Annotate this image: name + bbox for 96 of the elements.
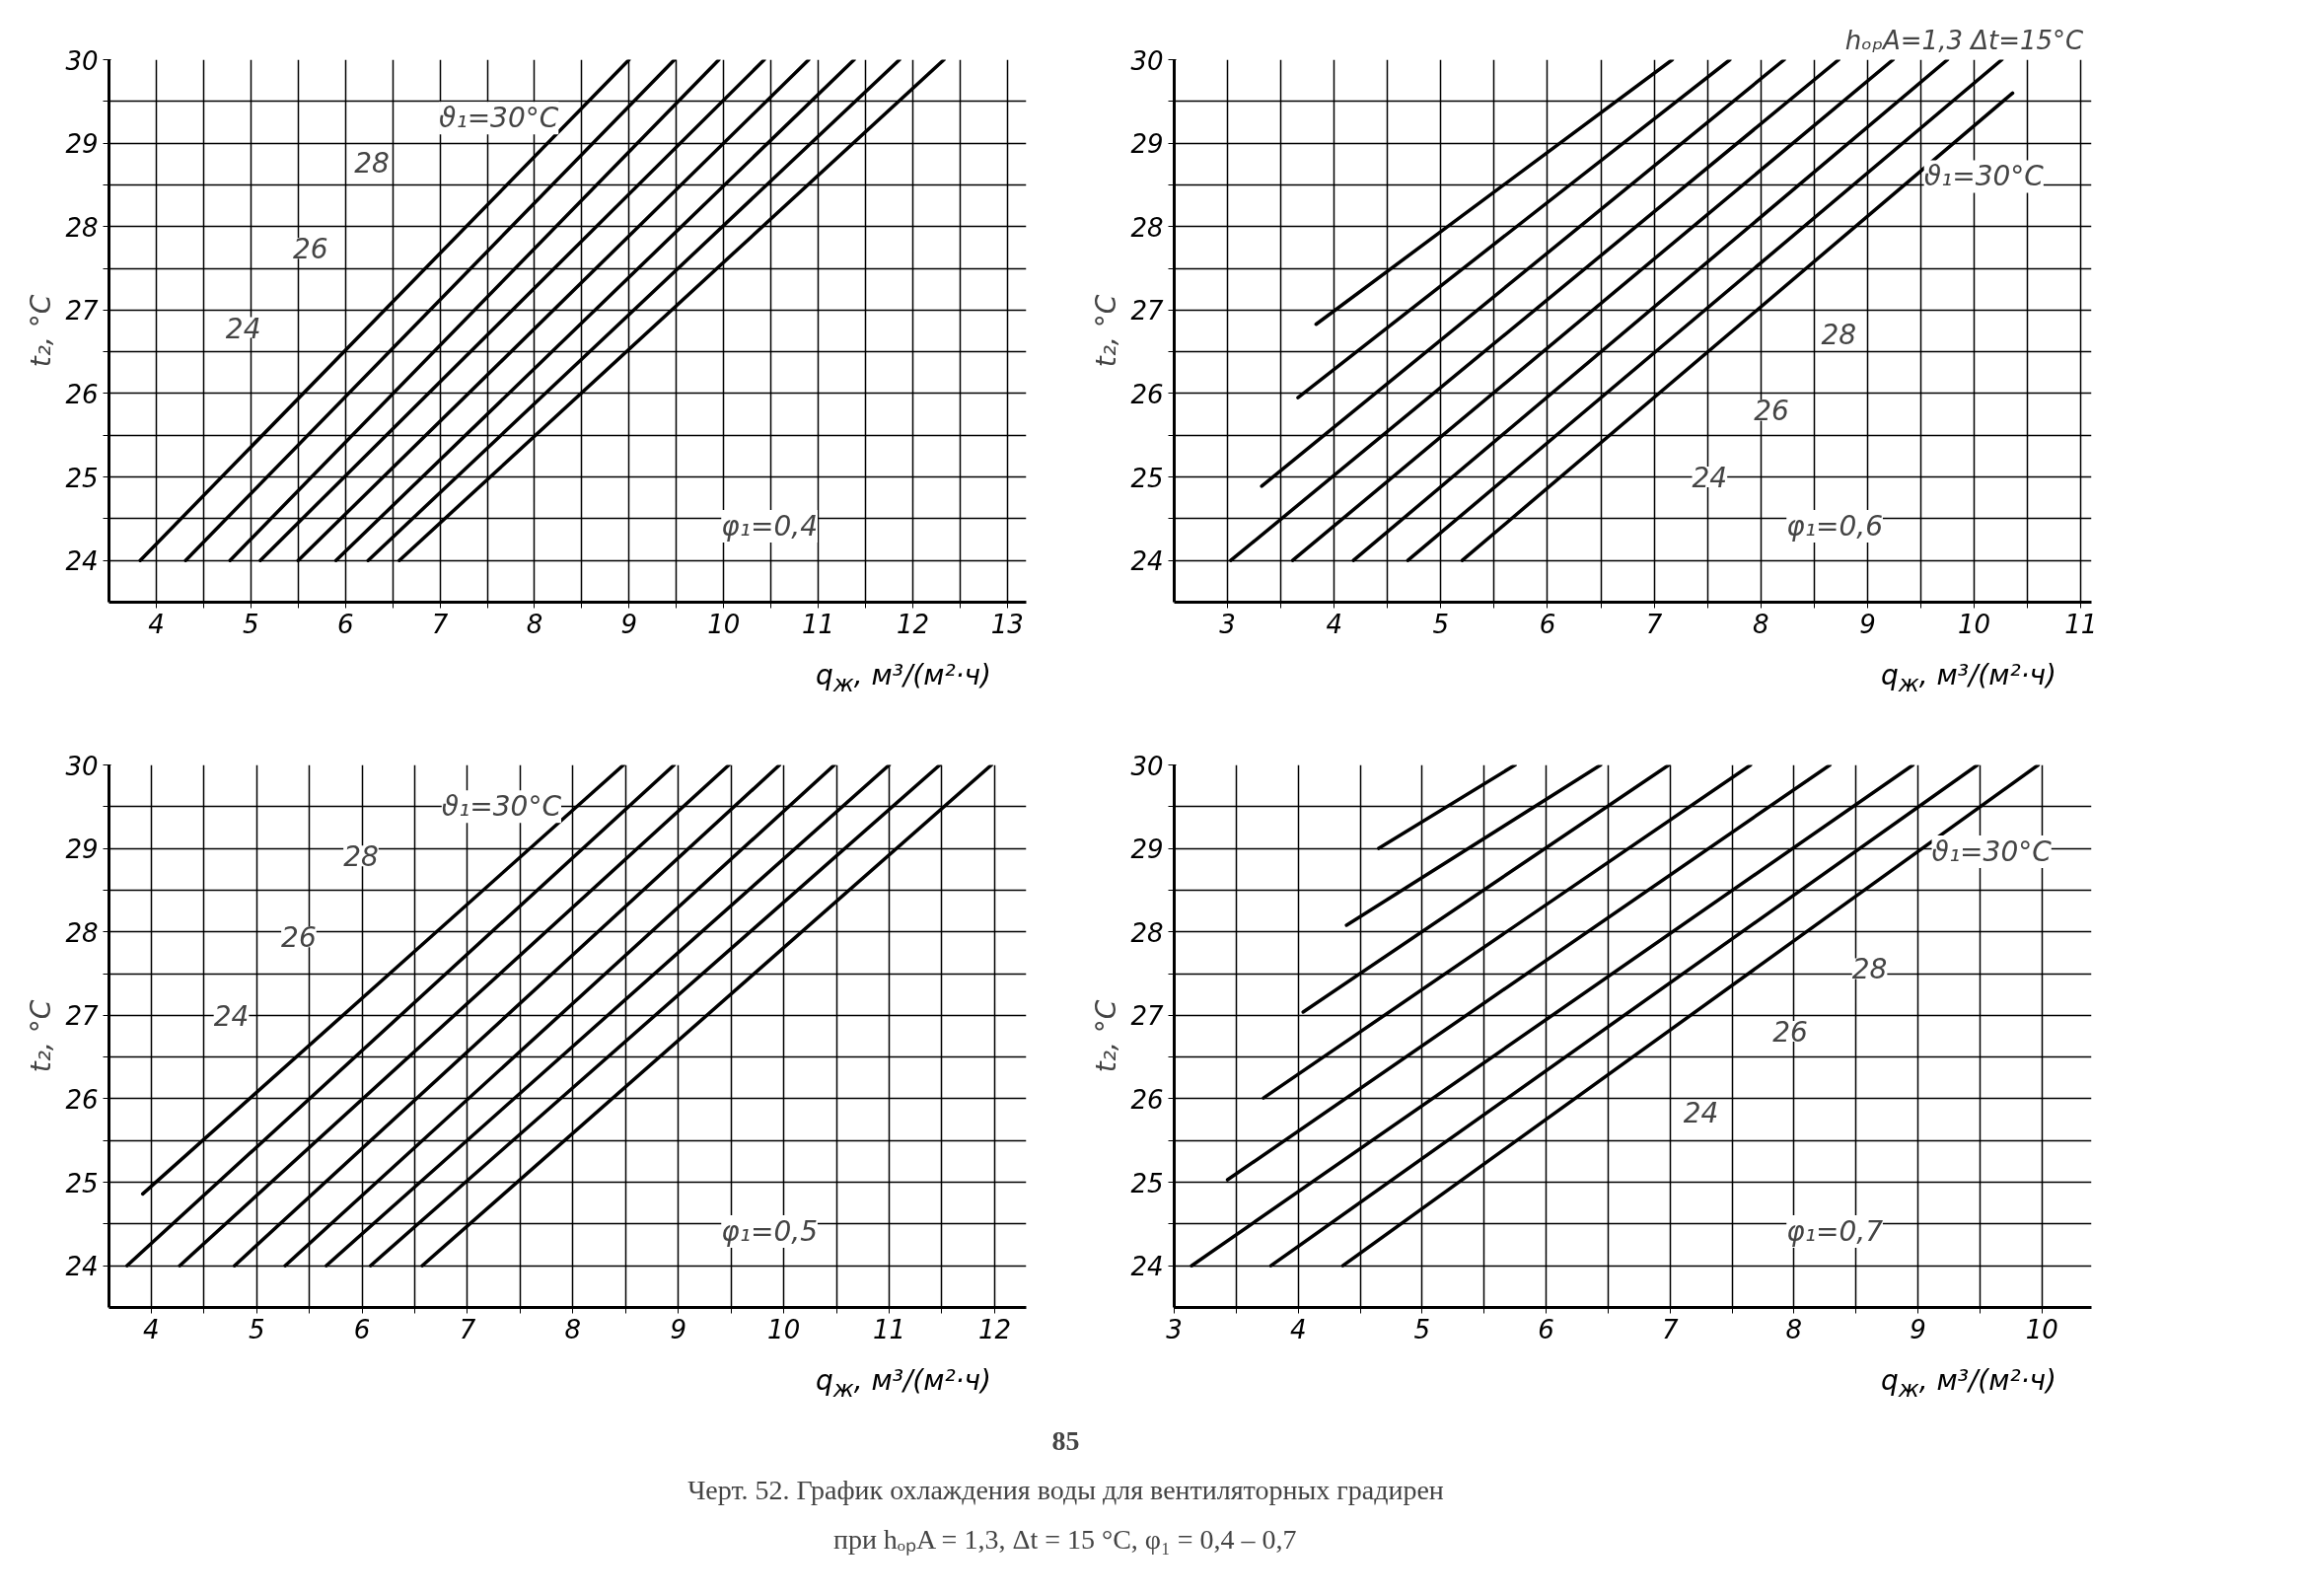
y-tick-label: 24 bbox=[65, 546, 99, 577]
x-tick-label: 13 bbox=[990, 609, 1024, 639]
y-tick-label: 28 bbox=[1130, 917, 1164, 948]
annotation: 26 bbox=[1754, 395, 1789, 428]
y-tick-label: 25 bbox=[1130, 463, 1164, 493]
x-tick-label: 3 bbox=[1166, 1314, 1183, 1344]
x-tick-label: 6 bbox=[353, 1314, 371, 1344]
y-tick-label: 24 bbox=[1130, 546, 1164, 577]
x-tick-label: 8 bbox=[526, 609, 543, 639]
y-tick-label: 30 bbox=[1130, 751, 1164, 781]
annotation: 24 bbox=[213, 999, 250, 1033]
x-tick-label: 10 bbox=[2025, 1314, 2058, 1344]
annotation: φ₁=0,5 bbox=[721, 1215, 818, 1248]
x-tick-label: 7 bbox=[431, 609, 449, 639]
x-tick-label: 8 bbox=[1753, 609, 1769, 639]
x-tick-label: 5 bbox=[1413, 1314, 1431, 1344]
y-tick-label: 26 bbox=[1130, 379, 1164, 409]
x-tick-label: 6 bbox=[336, 609, 354, 639]
y-tick-label: 27 bbox=[1130, 296, 1164, 326]
x-tick-label: 10 bbox=[707, 609, 741, 639]
annotation: 24 bbox=[1692, 462, 1728, 495]
annotation: ϑ₁=30°C bbox=[1923, 160, 2045, 193]
x-tick-label: 12 bbox=[977, 1314, 1011, 1344]
y-tick-label: 26 bbox=[65, 379, 99, 409]
y-axis-title: t₂, °C bbox=[1090, 999, 1123, 1073]
x-tick-label: 4 bbox=[142, 1314, 160, 1344]
x-tick-label: 9 bbox=[670, 1314, 687, 1344]
y-tick-label: 27 bbox=[65, 1001, 99, 1032]
y-tick-label: 29 bbox=[65, 129, 99, 160]
x-axis-title: q$_{ж}$, м³/(м²·ч) bbox=[1880, 1363, 2056, 1405]
annotation: 28 bbox=[354, 147, 390, 181]
y-tick-label: 29 bbox=[1130, 129, 1164, 160]
x-tick-label: 10 bbox=[767, 1314, 801, 1344]
y-tick-label: 24 bbox=[1130, 1252, 1164, 1282]
x-tick-label: 9 bbox=[1859, 609, 1876, 639]
y-tick-label: 28 bbox=[65, 917, 99, 948]
y-tick-label: 29 bbox=[65, 834, 99, 865]
x-axis-title: q$_{ж}$, м³/(м²·ч) bbox=[815, 658, 991, 699]
x-tick-label: 4 bbox=[1326, 609, 1342, 639]
x-tick-label: 11 bbox=[802, 609, 835, 639]
annotation: 26 bbox=[292, 233, 328, 266]
y-tick-label: 26 bbox=[65, 1084, 99, 1115]
x-tick-label: 3 bbox=[1219, 609, 1236, 639]
annotation: φ₁=0,4 bbox=[721, 510, 818, 543]
x-tick-label: 7 bbox=[1661, 1314, 1679, 1344]
annotation: φ₁=0,7 bbox=[1786, 1215, 1884, 1248]
y-tick-label: 30 bbox=[1130, 45, 1164, 76]
annotation: ϑ₁=30°C bbox=[441, 790, 562, 824]
y-tick-label: 27 bbox=[65, 296, 99, 326]
y-axis-title: t₂, °C bbox=[25, 294, 58, 368]
x-axis-title: q$_{ж}$, м³/(м²·ч) bbox=[1880, 658, 2056, 699]
x-tick-label: 7 bbox=[1645, 609, 1663, 639]
annotation: ϑ₁=30°C bbox=[439, 102, 559, 135]
y-tick-label: 29 bbox=[1130, 834, 1164, 865]
x-tick-label: 9 bbox=[1910, 1314, 1926, 1344]
y-tick-label: 24 bbox=[65, 1252, 99, 1282]
annotation: 24 bbox=[1683, 1097, 1719, 1129]
x-tick-label: 5 bbox=[248, 1314, 265, 1344]
x-tick-label: 5 bbox=[243, 609, 259, 639]
x-tick-label: 6 bbox=[1538, 1314, 1554, 1344]
x-axis-title: q$_{ж}$, м³/(м²·ч) bbox=[815, 1363, 991, 1405]
y-tick-label: 28 bbox=[1130, 212, 1164, 243]
y-tick-label: 26 bbox=[1130, 1084, 1164, 1115]
x-tick-label: 8 bbox=[564, 1314, 582, 1344]
chart-subtitle: hₒₚA=1,3 Δt=15°C bbox=[1844, 25, 2085, 55]
annotation: 28 bbox=[1851, 953, 1888, 986]
x-tick-label: 12 bbox=[896, 609, 929, 639]
y-tick-label: 30 bbox=[65, 751, 99, 781]
annotation: 26 bbox=[1772, 1015, 1808, 1049]
x-tick-label: 7 bbox=[459, 1314, 476, 1344]
x-tick-label: 4 bbox=[1289, 1314, 1307, 1344]
x-tick-label: 4 bbox=[148, 609, 165, 639]
x-tick-label: 10 bbox=[1958, 609, 1991, 639]
x-tick-label: 6 bbox=[1539, 609, 1556, 639]
x-tick-label: 8 bbox=[1785, 1314, 1803, 1344]
x-tick-label: 9 bbox=[620, 609, 638, 639]
text: при hₒₚA = 1,3, Δt = 15 °C, φ₁ = 0,4 – 0,7 bbox=[832, 1524, 1297, 1556]
y-tick-label: 25 bbox=[65, 1168, 99, 1198]
x-tick-label: 11 bbox=[872, 1314, 906, 1344]
text: Черт. 52. График охлаждения воды для вентиляторных градирен bbox=[687, 1475, 1444, 1505]
y-axis-title: t₂, °C bbox=[25, 999, 58, 1073]
x-tick-label: 11 bbox=[2064, 609, 2098, 639]
annotation: 24 bbox=[225, 312, 261, 345]
y-axis-title: t₂, °C bbox=[1090, 294, 1123, 368]
y-tick-label: 25 bbox=[1130, 1168, 1164, 1198]
annotation: φ₁=0,6 bbox=[1786, 510, 1883, 543]
y-tick-label: 28 bbox=[65, 212, 99, 243]
text: 85 bbox=[1051, 1424, 1080, 1456]
x-tick-label: 5 bbox=[1432, 609, 1450, 639]
y-tick-label: 30 bbox=[65, 45, 99, 76]
annotation: 26 bbox=[281, 921, 317, 955]
annotation: ϑ₁=30°C bbox=[1931, 835, 2053, 868]
annotation: 28 bbox=[343, 840, 379, 874]
annotation: 28 bbox=[1821, 319, 1857, 352]
y-tick-label: 27 bbox=[1130, 1001, 1164, 1032]
y-tick-label: 25 bbox=[65, 463, 99, 493]
